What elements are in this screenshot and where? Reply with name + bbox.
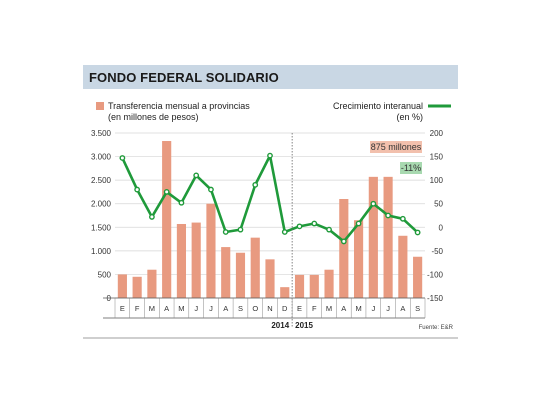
x-tick-label: S [415, 304, 420, 313]
bar [324, 269, 334, 298]
bar [353, 220, 364, 298]
y-right-tick-label: 0 [439, 223, 444, 232]
y-left-tick-label: 1.000 [91, 247, 112, 256]
growth-point [193, 172, 200, 179]
growth-point [252, 181, 259, 188]
y-right-tick-label: 150 [430, 153, 444, 162]
x-tick-label: M [355, 304, 361, 313]
chart-title: FONDO FEDERAL SOLIDARIO [89, 70, 279, 85]
bar [398, 235, 408, 298]
chart-canvas: 3.5003.0002.5002.0001.5001.0005000200150… [91, 101, 454, 331]
growth-point [399, 215, 406, 222]
source-note: Fuente: E&R [419, 325, 454, 331]
year-label-2015: 2015 [295, 321, 313, 330]
bar [221, 247, 231, 298]
x-tick-label: A [164, 304, 169, 313]
bar [206, 203, 216, 298]
bar [162, 141, 172, 298]
bar [383, 176, 393, 298]
y-left-tick-label: 500 [98, 270, 112, 279]
bar [265, 259, 275, 298]
x-tick-label: A [400, 304, 405, 313]
x-tick-label: E [297, 304, 302, 313]
x-tick-label: F [312, 304, 317, 313]
x-tick-label: J [386, 304, 390, 313]
x-tick-label: E [120, 304, 125, 313]
bar [191, 222, 201, 298]
bar [339, 199, 349, 298]
bar [250, 237, 260, 298]
x-tick-label: M [326, 304, 332, 313]
x-tick-label: D [282, 304, 288, 313]
growth-point [222, 229, 229, 235]
growth-point [414, 229, 421, 236]
y-right-tick-label: -50 [431, 247, 443, 256]
line-series [119, 152, 421, 245]
growth-annotation-bg [400, 162, 422, 174]
bar [309, 274, 319, 298]
axes: 3.5003.0002.5002.0001.5001.0005000200150… [91, 129, 444, 330]
bar [413, 256, 423, 298]
year-label-2014: 2014 [271, 321, 289, 330]
legend-bar-label: Transferencia mensual a provincias [108, 101, 250, 111]
legend-bar-swatch [96, 102, 104, 110]
y-right-tick-label: 200 [430, 129, 444, 138]
legend-line-sublabel: (en %) [396, 112, 423, 122]
y-left-tick-label: 0 [107, 294, 112, 303]
x-tick-label: S [238, 304, 243, 313]
growth-point [149, 214, 155, 220]
y-right-tick-label: 50 [434, 200, 443, 209]
growth-point [311, 220, 318, 227]
growth-point [340, 238, 347, 245]
bar [117, 274, 127, 298]
y-left-tick-label: 1.500 [91, 223, 112, 232]
bar-series [117, 141, 423, 298]
x-tick-label: M [178, 304, 184, 313]
legend-bar-sublabel: (en millones de pesos) [108, 112, 199, 122]
y-left-tick-label: 2.000 [91, 200, 112, 209]
bar [368, 176, 378, 298]
bar [280, 287, 290, 298]
x-tick-label: A [341, 304, 346, 313]
amount-annotation-bg [370, 141, 422, 153]
growth-point [355, 220, 362, 227]
bar [176, 223, 187, 298]
x-tick-label: O [252, 304, 258, 313]
y-left-tick-label: 3.500 [91, 129, 112, 138]
y-left-tick-label: 3.000 [91, 153, 112, 162]
x-tick-label: M [149, 304, 155, 313]
y-right-tick-label: 100 [430, 176, 444, 185]
x-tick-label: J [209, 304, 213, 313]
bar [132, 276, 142, 298]
x-tick-label: N [267, 304, 272, 313]
growth-point [326, 226, 332, 233]
x-tick-label: J [194, 304, 198, 313]
x-tick-label: J [371, 304, 375, 313]
y-right-tick-label: -100 [427, 270, 444, 279]
bar [294, 274, 305, 298]
amount-annotation: 875 millones [371, 142, 422, 152]
bar [147, 269, 157, 298]
growth-point [296, 223, 303, 230]
growth-point [370, 200, 377, 207]
legend-line-label: Crecimiento interanual [333, 101, 423, 111]
x-tick-label: F [135, 304, 140, 313]
growth-point [178, 199, 185, 206]
growth-point [208, 186, 214, 193]
growth-point [119, 155, 126, 161]
growth-point [267, 152, 273, 159]
y-left-tick-label: 2.500 [91, 176, 112, 185]
y-right-tick-label: -150 [427, 294, 444, 303]
growth-annotation: -11% [401, 163, 421, 173]
title-bar: FONDO FEDERAL SOLIDARIO [83, 65, 458, 89]
bar [235, 252, 246, 298]
x-tick-label: A [223, 304, 228, 313]
growth-point [281, 229, 288, 235]
growth-point [163, 189, 170, 195]
growth-point [237, 226, 244, 233]
growth-point [385, 212, 391, 219]
growth-point [134, 186, 141, 193]
